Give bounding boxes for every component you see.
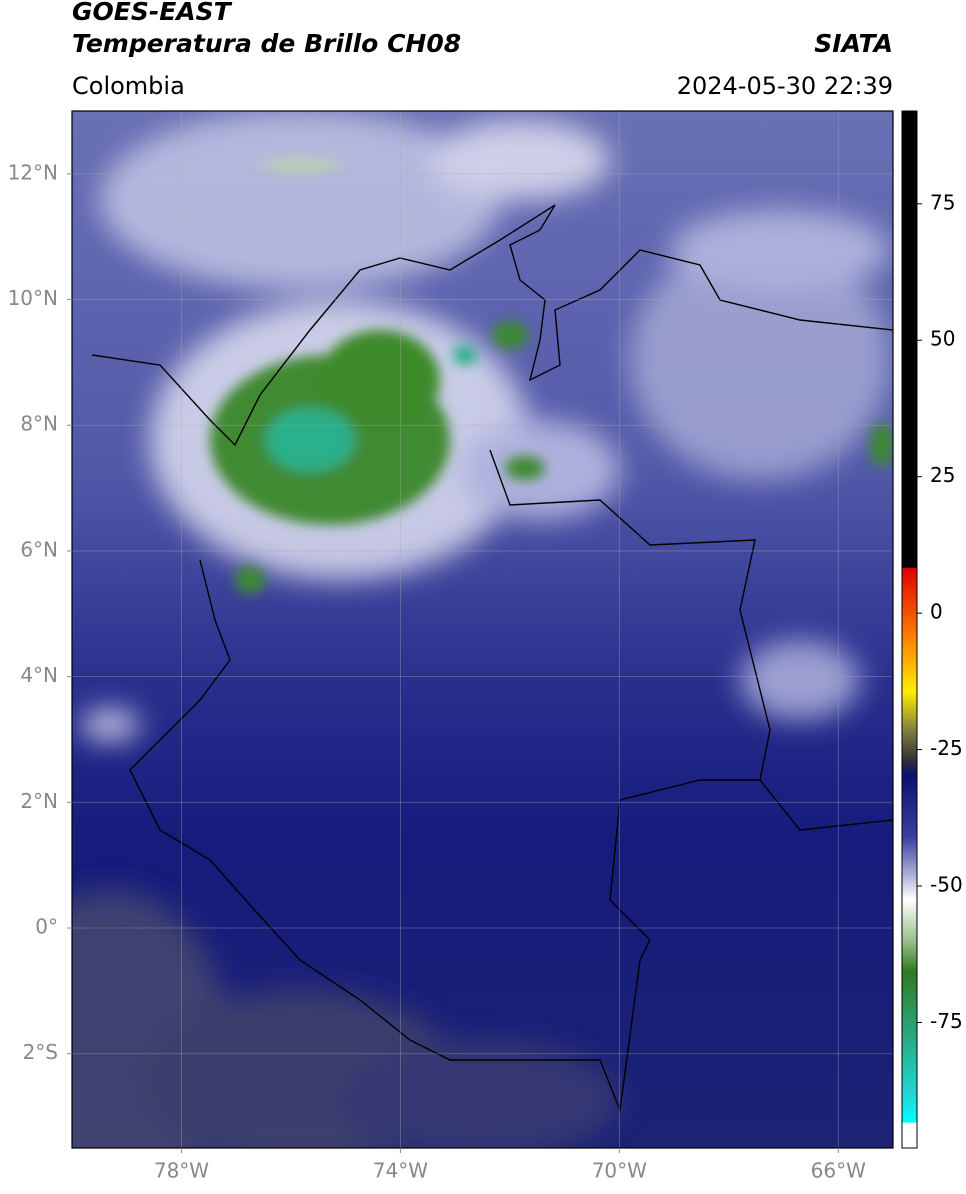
lat-tick-label: 8°N: [20, 412, 58, 436]
lat-tick-label: 2°N: [20, 789, 58, 813]
colorbar-tick-label: -25: [930, 736, 963, 760]
lat-tick-label: 12°N: [8, 160, 58, 184]
lat-tick-label: 4°N: [20, 663, 58, 687]
satellite-image: [72, 111, 893, 1148]
borders: [91, 204, 893, 1113]
colorbar-scale: [901, 110, 918, 1149]
subtitle: Temperatura de Brillo CH08: [72, 29, 461, 58]
title: GOES-EAST: [72, 0, 233, 26]
timestamp: 2024-05-30 22:39: [677, 72, 893, 100]
colorbar-tick-label: -50: [930, 873, 963, 897]
lon-tick-label: 78°W: [154, 1159, 209, 1183]
lon-tick-label: 74°W: [373, 1159, 428, 1183]
colorbar-tick-label: 75: [930, 190, 955, 214]
colorbar: 75 50 25 0 -25 -50 -75: [901, 110, 963, 1149]
lat-tick-label: 0°: [35, 915, 58, 939]
lat-tick-label: 2°S: [23, 1040, 58, 1064]
colorbar-tick-label: 0: [930, 600, 943, 624]
colorbar-tick-label: 50: [930, 327, 955, 351]
lat-tick-label: 6°N: [20, 537, 58, 561]
map-frame: [71, 110, 894, 1149]
lon-tick-label: 66°W: [811, 1159, 866, 1183]
region: Colombia: [72, 72, 185, 100]
colorbar-tick-label: -75: [930, 1009, 963, 1033]
source: SIATA: [814, 29, 893, 58]
lon-tick-label: 70°W: [592, 1159, 647, 1183]
colorbar-tick-label: 25: [930, 463, 955, 487]
lat-tick-label: 10°N: [8, 286, 58, 310]
graticule: [72, 111, 893, 1148]
